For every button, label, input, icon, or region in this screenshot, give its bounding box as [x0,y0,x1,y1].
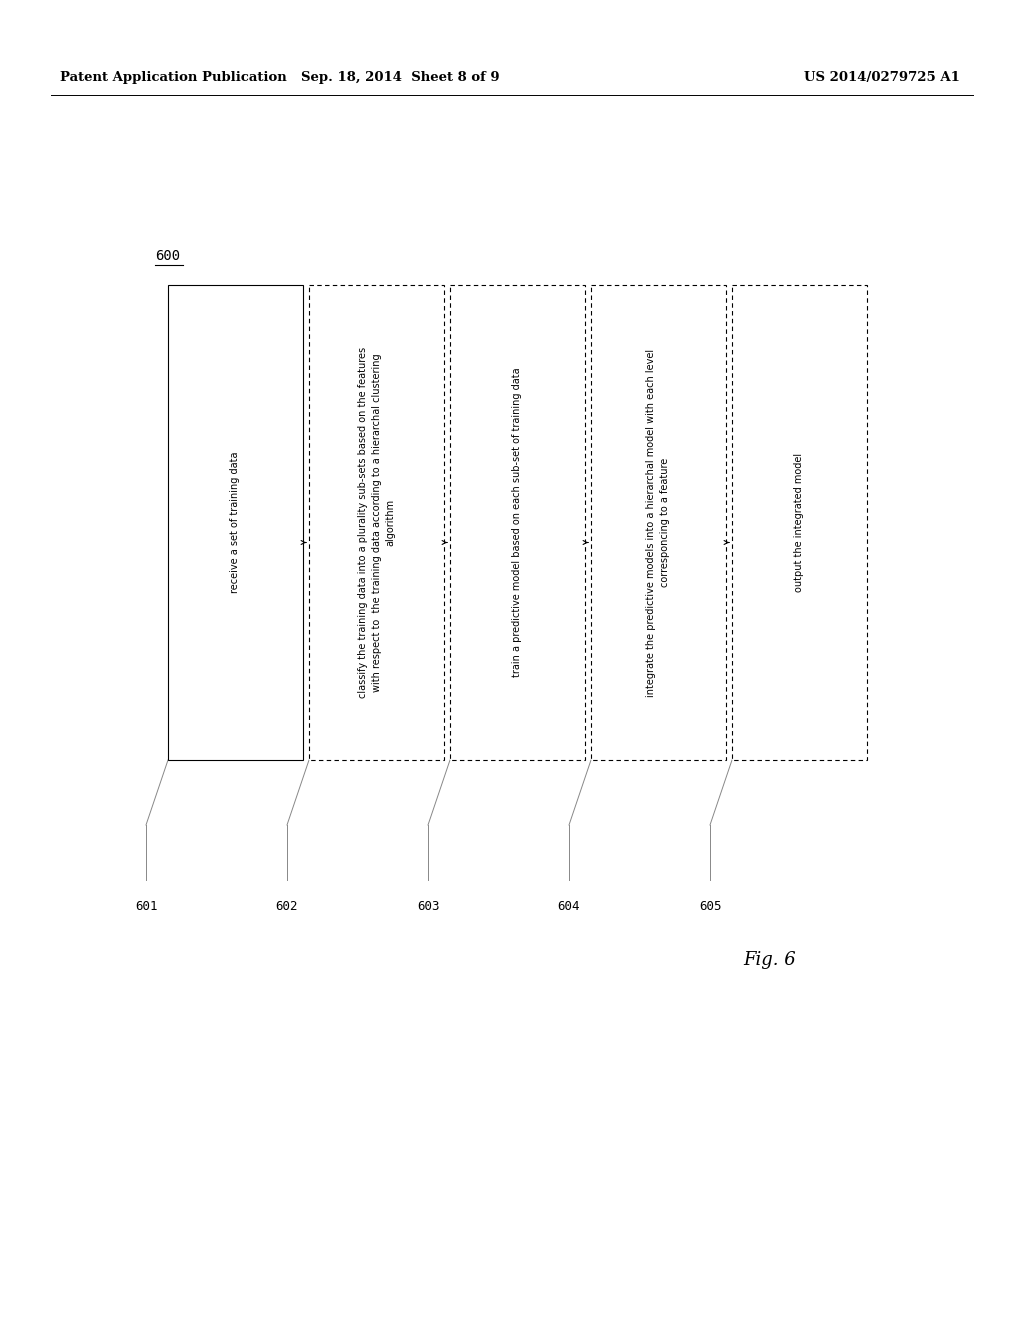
Text: integrate the predictive models into a hierarchal model with each level
correspo: integrate the predictive models into a h… [646,348,671,697]
Text: US 2014/0279725 A1: US 2014/0279725 A1 [804,71,961,84]
Text: 603: 603 [417,900,439,913]
Text: 605: 605 [698,900,721,913]
Bar [732,285,867,760]
Text: Sep. 18, 2014  Sheet 8 of 9: Sep. 18, 2014 Sheet 8 of 9 [301,71,500,84]
Text: classify the training data into a plurality sub-sets based on the features
with : classify the training data into a plural… [357,347,395,698]
Text: 601: 601 [135,900,158,913]
Text: 604: 604 [558,900,581,913]
Text: 600: 600 [155,249,180,263]
Bar [591,285,726,760]
Bar [450,285,585,760]
Bar [309,285,444,760]
Text: output the integrated model: output the integrated model [795,453,805,593]
Text: Fig. 6: Fig. 6 [743,950,797,969]
Text: receive a set of training data: receive a set of training data [230,451,241,593]
Text: Patent Application Publication: Patent Application Publication [60,71,287,84]
Text: train a predictive model based on each sub-set of training data: train a predictive model based on each s… [512,368,522,677]
Bar [168,285,303,760]
Text: 602: 602 [275,900,298,913]
